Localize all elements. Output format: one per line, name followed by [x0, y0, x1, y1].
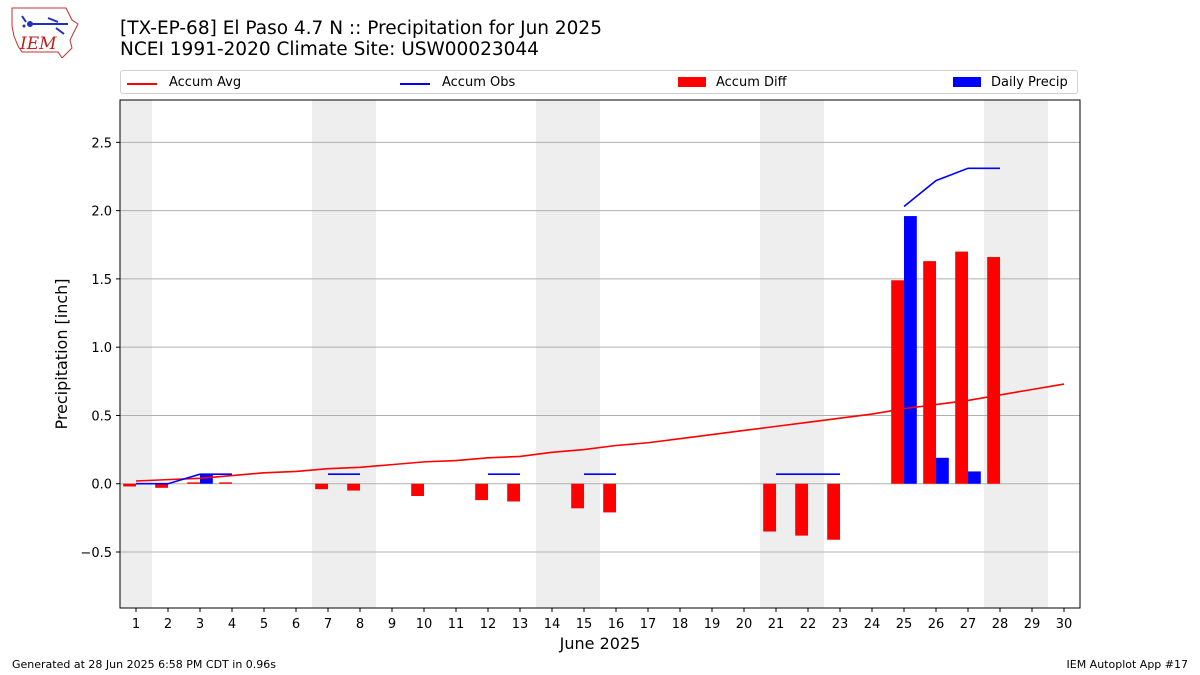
x-tick-label: 29: [1024, 617, 1041, 632]
x-tick-label: 24: [864, 617, 881, 632]
y-tick-label: 2.0: [91, 205, 112, 220]
x-tick-label: 26: [928, 617, 945, 632]
chart-legend: Accum Avg Accum Obs Accum Diff Daily Pre…: [120, 70, 1078, 94]
x-tick-label: 13: [512, 617, 529, 632]
accum-obs-line-segment: [136, 473, 232, 485]
accum-diff-bar-day-16: [603, 483, 616, 513]
x-tick-label: 3: [196, 617, 204, 632]
x-tick-label: 30: [1056, 617, 1073, 632]
y-tick-label: 2.5: [91, 136, 112, 151]
x-tick-label: 17: [640, 617, 657, 632]
daily-precip-bar-day-26: [936, 457, 949, 484]
accum-obs-line-segment: [903, 167, 1000, 208]
accum-diff-bar-day-4: [219, 482, 232, 484]
x-tick-label: 7: [324, 617, 332, 632]
daily-precip-bar-day-27: [968, 471, 981, 484]
accum-diff-bar-day-8: [347, 483, 360, 491]
footer-app-id: IEM Autoplot App #17: [1066, 658, 1189, 671]
accum-diff-bar-day-23: [827, 483, 840, 540]
x-tick-label: 23: [832, 617, 849, 632]
legend-swatch-accum-diff: [678, 77, 706, 87]
accum-diff-bar-day-22: [795, 483, 808, 536]
weekend-shade-day-15: [568, 100, 600, 608]
legend-label-accum-diff: Accum Diff: [716, 75, 787, 90]
accum-diff-bar-day-26: [923, 261, 936, 484]
chart-title-line1: [TX-EP-68] El Paso 4.7 N :: Precipitatio…: [120, 18, 602, 39]
chart-title-line2: NCEI 1991-2020 Climate Site: USW00023044: [120, 39, 539, 60]
accum-diff-bar-day-10: [411, 483, 424, 497]
accum-diff-bar-day-12: [475, 483, 488, 501]
weekend-shade-day-21: [760, 100, 792, 608]
x-tick-label: 6: [292, 617, 300, 632]
x-tick-label: 20: [736, 617, 753, 632]
y-tick-label: 0.0: [91, 478, 112, 493]
x-axis-label: June 2025: [559, 634, 641, 653]
iem-logo: IEM: [8, 6, 80, 59]
x-tick-label: 22: [800, 617, 817, 632]
iowa-state-outline-icon: [11, 7, 79, 59]
accum-diff-bar-day-15: [571, 483, 584, 509]
legend-swatch-daily-precip: [953, 77, 981, 87]
x-tick-label: 14: [544, 617, 561, 632]
accum-diff-bar-day-13: [507, 483, 520, 502]
daily-precip-bar-day-3: [200, 474, 213, 484]
legend-label-daily-precip: Daily Precip: [991, 75, 1068, 90]
plot-frame: [119, 99, 1081, 609]
accum-diff-bar-day-1: [123, 483, 136, 487]
x-tick-label: 10: [416, 617, 433, 632]
weekend-shade-day-14: [536, 100, 568, 608]
x-tick-label: 21: [768, 617, 785, 632]
weekend-shade-day-29: [1016, 100, 1048, 608]
x-tick-label: 12: [480, 617, 497, 632]
y-tick-label: −0.5: [80, 546, 112, 561]
x-tick-label: 5: [260, 617, 268, 632]
x-tick-label: 16: [608, 617, 625, 632]
accum-diff-bar-day-2: [155, 483, 168, 488]
y-tick-label: 0.5: [91, 409, 112, 424]
x-tick-label: 2: [164, 617, 172, 632]
weekend-shade-day-1: [120, 100, 152, 608]
x-tick-label: 15: [576, 617, 593, 632]
weekend-shade-day-7: [312, 100, 344, 608]
weekend-shade-day-8: [344, 100, 376, 608]
accum-avg-line: [135, 383, 1065, 482]
x-tick-label: 18: [672, 617, 689, 632]
logo-text: IEM: [20, 34, 57, 54]
x-tick-label: 9: [388, 617, 396, 632]
legend-label-accum-avg: Accum Avg: [169, 75, 242, 90]
chart-title: [TX-EP-68] El Paso 4.7 N :: Precipitatio…: [120, 18, 602, 60]
y-tick-label: 1.5: [91, 273, 112, 288]
accum-diff-bar-day-28: [987, 257, 1000, 484]
x-tick-label: 25: [896, 617, 913, 632]
y-tick-label: 1.0: [91, 341, 112, 356]
legend-label-accum-obs: Accum Obs: [442, 75, 516, 90]
accum-diff-bar-day-27: [955, 251, 968, 484]
daily-precip-bar-day-25: [904, 216, 917, 484]
x-tick-label: 4: [228, 617, 236, 632]
y-axis-label: Precipitation [inch]: [52, 278, 71, 429]
x-tick-label: 19: [704, 617, 721, 632]
accum-diff-bar-day-3: [187, 482, 200, 484]
legend-swatch-accum-obs: [400, 83, 430, 85]
accum-diff-bar-day-7: [315, 483, 328, 490]
x-tick-label: 1: [132, 617, 140, 632]
legend-swatch-accum-avg: [127, 83, 157, 85]
footer-generated: Generated at 28 Jun 2025 6:58 PM CDT in …: [12, 658, 277, 671]
x-tick-label: 27: [960, 617, 977, 632]
x-tick-label: 11: [448, 617, 465, 632]
accum-diff-bar-day-25: [891, 280, 904, 484]
x-tick-label: 28: [992, 617, 1009, 632]
accum-diff-bar-day-21: [763, 483, 776, 532]
x-tick-label: 8: [356, 617, 364, 632]
